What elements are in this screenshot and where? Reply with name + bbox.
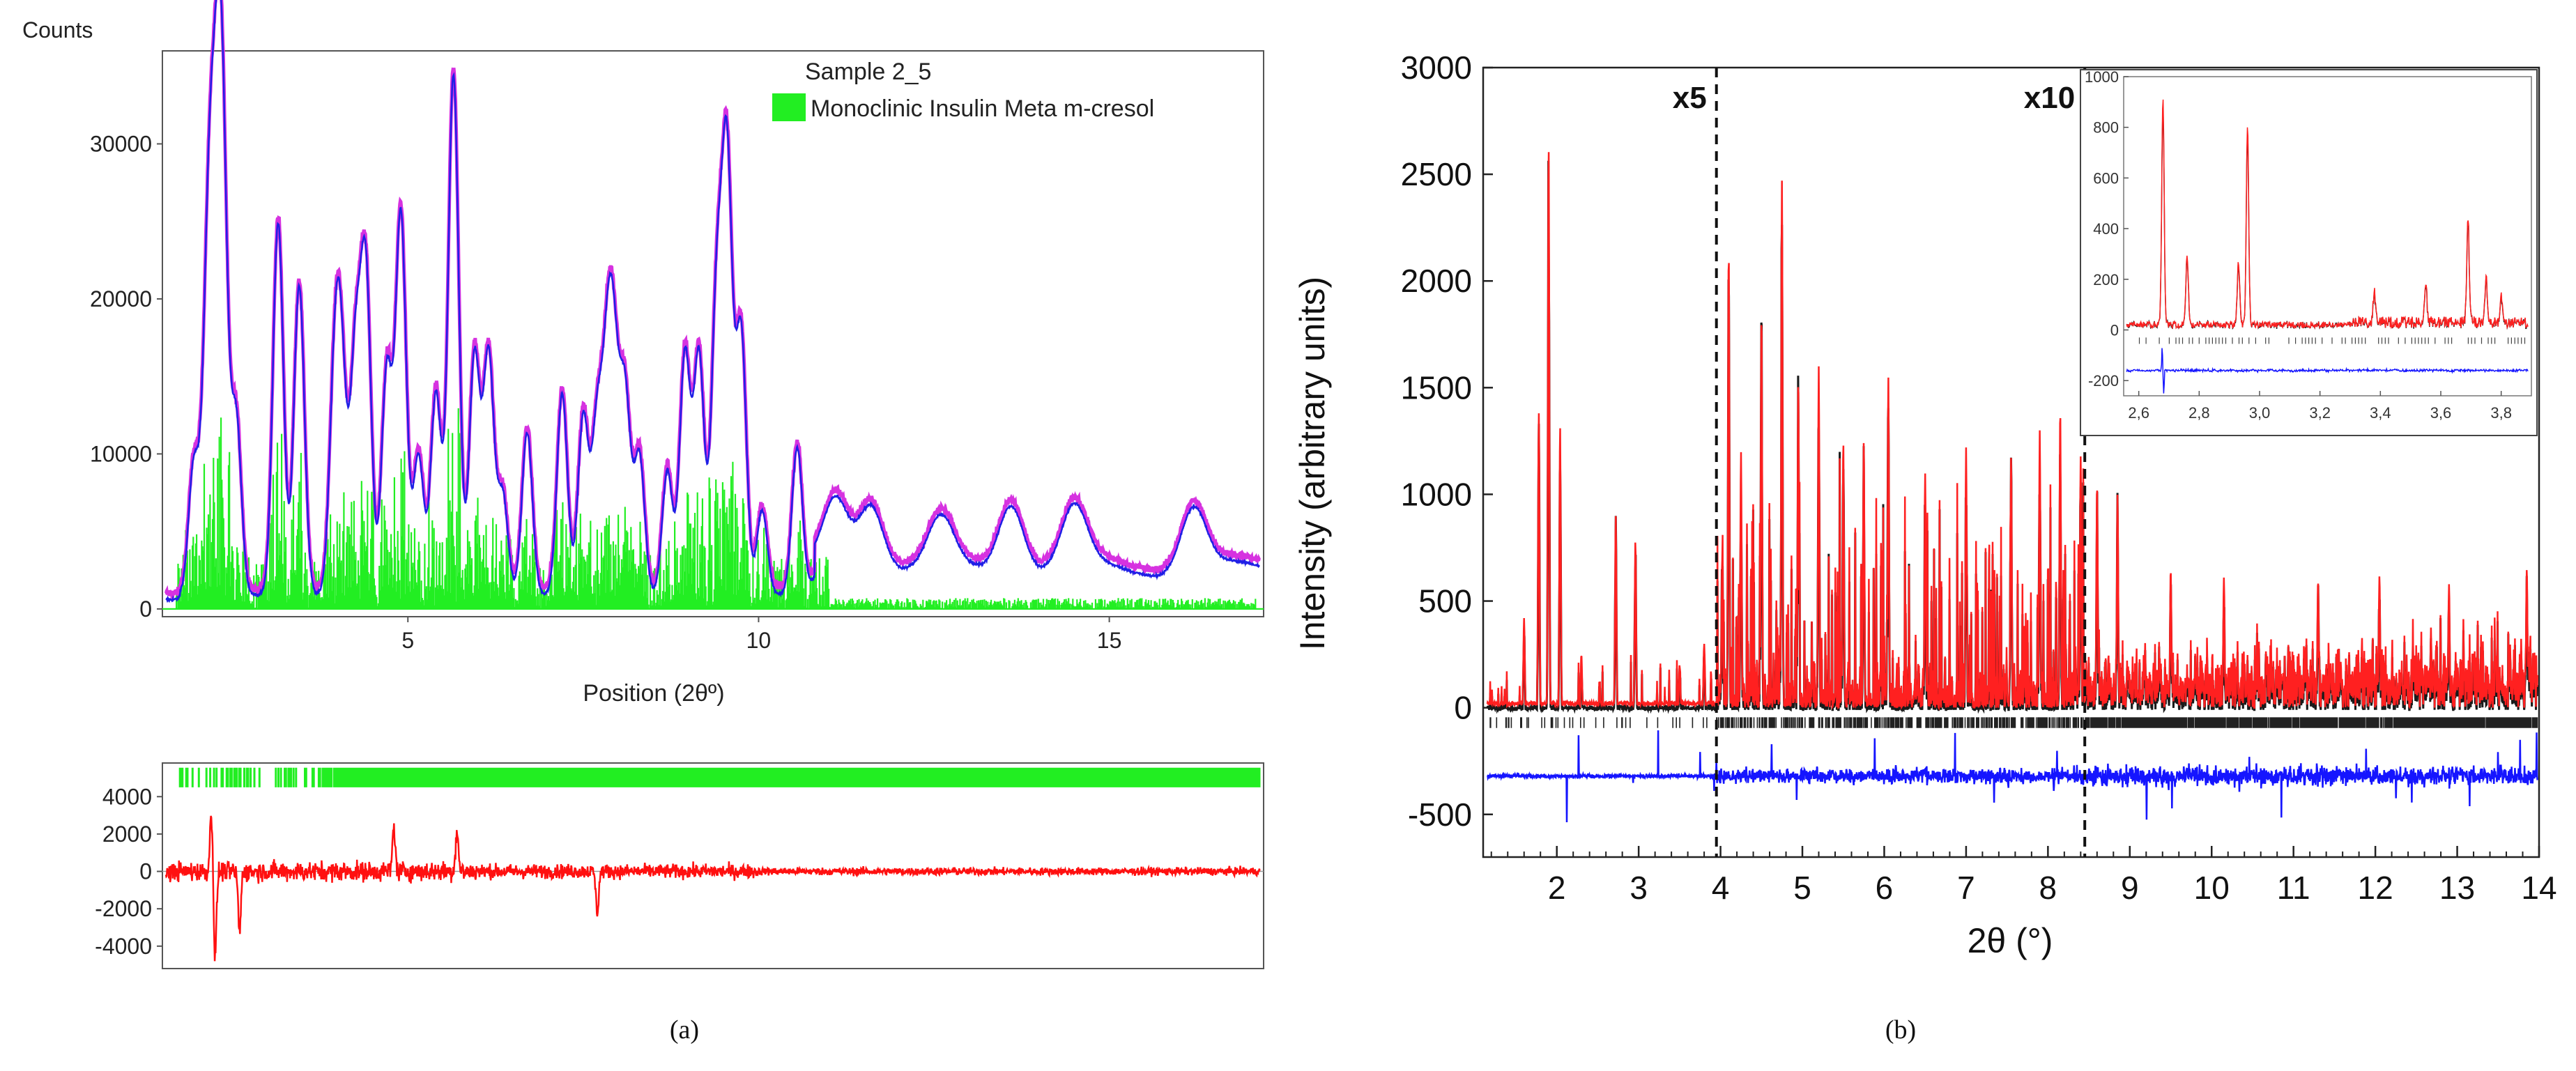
panel-b-ytick-label: 1000 bbox=[1401, 476, 1472, 512]
panel-a-title: Sample 2_5 bbox=[805, 59, 931, 85]
panel-b-xtick-label: 13 bbox=[2439, 870, 2475, 906]
panel-b-reflection-tick bbox=[1489, 717, 2538, 728]
panel-b-inset-xtick-label: 3,2 bbox=[2309, 404, 2331, 422]
panel-b-inset-ytick-label: 400 bbox=[2093, 220, 2119, 238]
panel-b-inset-reflection-tick bbox=[2138, 337, 2526, 344]
panel-a-ytick-label: 0 bbox=[139, 596, 152, 622]
panel-b-xtick-label: 5 bbox=[1793, 870, 1811, 906]
panel-b-xtick-label: 6 bbox=[1876, 870, 1894, 906]
panel-b-xtick-label: 4 bbox=[1712, 870, 1730, 906]
panel-b-xtick-label: 3 bbox=[1630, 870, 1648, 906]
panel-a-y-axis: 0 10000 20000 30000 bbox=[90, 131, 162, 622]
panel-a-difference-ytick-label: 0 bbox=[139, 859, 152, 884]
panel-b-inset-xtick-label: 2,8 bbox=[2188, 404, 2210, 422]
panel-a-difference-ytick-label: -4000 bbox=[95, 934, 152, 959]
panel-a-ytick-label: 30000 bbox=[90, 131, 152, 156]
panel-a-xlabel: Position (2θº) bbox=[583, 680, 724, 707]
panel-b-inset-difference-line bbox=[2126, 348, 2529, 394]
panel-b-inset-xtick-label: 2,6 bbox=[2128, 404, 2149, 422]
panel-b-difference-line bbox=[1487, 730, 2538, 823]
panel-b-inset-xtick-label: 3,8 bbox=[2490, 404, 2512, 422]
panel-b-y-axis: -500 0 500 1000 1500 2000 2500 3000 bbox=[1401, 49, 1493, 833]
panel-b-ylabel: Intensity (arbitrary units) bbox=[1293, 277, 1332, 650]
panel-b-inset-calculated-line bbox=[2126, 99, 2529, 330]
panel-b-scale-label: x5 bbox=[1673, 81, 1707, 115]
panel-b-inset-xtick-label: 3,4 bbox=[2370, 404, 2391, 422]
panel-b-inset-xtick-label: 3,0 bbox=[2249, 404, 2271, 422]
panel-b-xtick-label: 7 bbox=[1957, 870, 1975, 906]
panel-b-xtick-label: 14 bbox=[2521, 870, 2556, 906]
panel-b-inset-ytick-label: 1000 bbox=[2085, 68, 2119, 86]
panel-b-xtick-label: 11 bbox=[2277, 870, 2310, 906]
panel-b-inset-ytick-label: 600 bbox=[2093, 169, 2119, 187]
panel-b-xtick-label: 2 bbox=[1548, 870, 1566, 906]
panel-a-ytick-label: 20000 bbox=[90, 286, 152, 311]
panel-a-x-axis: 5 10 15 bbox=[401, 617, 1121, 653]
panel-b-ytick-label: 1500 bbox=[1401, 369, 1472, 406]
panel-a-difference-tick bbox=[178, 767, 1261, 787]
panel-b-inset-plot bbox=[2123, 76, 2532, 396]
panel-a-difference-line bbox=[164, 815, 1261, 962]
panel-b-scale-annotations: x5 x10 bbox=[1673, 68, 2087, 857]
panel-b-xtick-label: 12 bbox=[2358, 870, 2393, 906]
panel-a-xtick-label: 10 bbox=[746, 628, 772, 653]
panel-a-difference-phase-ticks bbox=[178, 767, 1261, 787]
panel-b-xtick-label: 8 bbox=[2039, 870, 2057, 906]
panel-a-difference-ytick-label: 2000 bbox=[102, 822, 152, 847]
panel-b-inset-x-axis: 2,6 2,8 3,0 3,2 3,4 3,6 3,8 bbox=[2128, 391, 2512, 422]
panel-b-ytick-label: 2000 bbox=[1401, 263, 1472, 299]
panel-a-ylabel: Counts bbox=[22, 17, 93, 43]
panel-b-inset-ytick-label: 200 bbox=[2093, 271, 2119, 288]
panel-a-xtick-label: 15 bbox=[1097, 628, 1122, 653]
panel-b-xtick-label: 10 bbox=[2194, 870, 2230, 906]
panel-b-scale-label: x10 bbox=[2024, 81, 2075, 115]
panel-b-xlabel: 2θ (°) bbox=[1968, 921, 2053, 960]
panel-a-xtick-label: 5 bbox=[401, 628, 414, 653]
panel-a-ytick-label: 10000 bbox=[90, 441, 152, 466]
panel-a-difference-ytick-label: -2000 bbox=[95, 896, 152, 921]
panel-b-ytick-label: -500 bbox=[1408, 796, 1472, 833]
panel-b-inset-xtick-label: 3,6 bbox=[2430, 404, 2452, 422]
panel-b-ytick-label: 500 bbox=[1418, 583, 1472, 619]
panel-b-calculated-line bbox=[1486, 152, 2538, 711]
panel-b-xtick-label: 9 bbox=[2121, 870, 2139, 906]
panel-b-inset-y-axis: -200 0 200 400 600 800 1000 bbox=[2085, 68, 2129, 390]
panel-a-difference-y-axis: -4000 -2000 0 2000 4000 bbox=[95, 784, 162, 959]
panel-a-legend-swatch bbox=[772, 93, 806, 121]
panel-b-inset-ytick-label: 0 bbox=[2110, 321, 2119, 339]
panel-b-reflection-ticks bbox=[1489, 717, 2538, 728]
panel-b-inset-ytick-label: 800 bbox=[2093, 119, 2119, 137]
panel-b-x-axis: 2 3 4 5 6 7 8 9 10 11 12 13 14 bbox=[1490, 846, 2557, 906]
panel-a-calculated-line bbox=[165, 0, 1260, 603]
panel-b-ytick-label: 3000 bbox=[1401, 49, 1472, 86]
panel-a-legend-label: Monoclinic Insulin Meta m-cresol bbox=[811, 95, 1154, 122]
caption-a: (a) bbox=[670, 1015, 699, 1045]
panel-a-difference-ytick-label: 4000 bbox=[102, 784, 152, 809]
panel-b-inset-reflection-ticks bbox=[2138, 337, 2526, 344]
panel-b-inset-ytick-label: -200 bbox=[2088, 372, 2119, 390]
caption-b: (b) bbox=[1885, 1015, 1916, 1045]
panel-b-ytick-label: 0 bbox=[1454, 690, 1472, 726]
panel-b-ytick-label: 2500 bbox=[1401, 156, 1472, 192]
panel-a-difference-frame bbox=[162, 762, 1264, 969]
